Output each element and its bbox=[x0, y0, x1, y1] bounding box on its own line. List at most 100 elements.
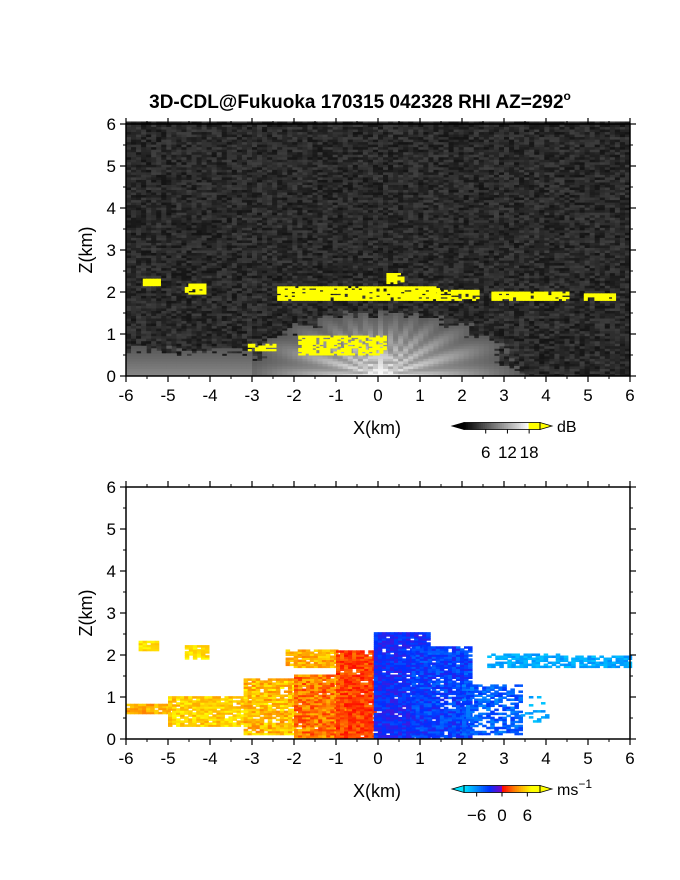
noise-cell bbox=[136, 129, 142, 133]
noise-cell bbox=[186, 315, 193, 319]
noise-cell bbox=[166, 166, 172, 170]
noise-cell bbox=[146, 348, 152, 352]
noise-cell bbox=[126, 275, 132, 279]
noise-cell bbox=[166, 139, 172, 143]
noise-cell bbox=[171, 328, 177, 332]
noise-cell bbox=[156, 275, 162, 279]
noise-cell bbox=[146, 161, 152, 165]
noise-cell bbox=[136, 161, 142, 165]
noise-cell bbox=[141, 310, 147, 314]
noise-cell bbox=[181, 315, 187, 319]
noise-cell bbox=[171, 295, 177, 299]
noise-cell bbox=[141, 325, 147, 329]
noise-cell bbox=[171, 232, 177, 236]
noise-cell bbox=[156, 159, 162, 163]
noise-cell bbox=[161, 310, 167, 314]
noise-cell bbox=[186, 179, 193, 183]
noise-cell bbox=[146, 151, 152, 155]
noise-cell bbox=[166, 131, 172, 135]
noise-cell bbox=[191, 224, 198, 228]
noise-cell bbox=[151, 134, 157, 138]
noise-cell bbox=[186, 232, 193, 236]
noise-cell bbox=[146, 146, 152, 150]
noise-cell bbox=[171, 292, 177, 296]
noise-cell bbox=[191, 219, 198, 223]
noise-cell bbox=[171, 179, 177, 183]
noise-cell bbox=[156, 184, 162, 188]
noise-cell bbox=[136, 239, 142, 243]
noise-cell bbox=[151, 285, 157, 289]
noise-cell bbox=[141, 297, 147, 301]
noise-cell bbox=[141, 134, 147, 138]
noise-cell bbox=[171, 144, 177, 148]
noise-cell bbox=[126, 255, 132, 259]
noise-cell bbox=[126, 302, 132, 306]
noise-cell bbox=[161, 141, 167, 145]
noise-cell bbox=[161, 207, 167, 211]
noise-cell bbox=[151, 121, 157, 125]
noise-cell bbox=[146, 310, 152, 314]
noise-cell bbox=[186, 207, 193, 211]
noise-cell bbox=[131, 146, 137, 150]
noise-cell bbox=[156, 149, 162, 153]
noise-cell bbox=[171, 171, 177, 175]
noise-cell bbox=[131, 287, 137, 291]
noise-cell bbox=[126, 270, 132, 274]
noise-cell bbox=[191, 252, 198, 256]
noise-cell bbox=[176, 131, 182, 135]
noise-cell bbox=[186, 141, 193, 145]
noise-cell bbox=[191, 275, 198, 279]
noise-cell bbox=[136, 257, 142, 261]
noise-cell bbox=[161, 154, 167, 158]
noise-cell bbox=[186, 219, 193, 223]
noise-cell bbox=[171, 227, 177, 231]
noise-cell bbox=[131, 247, 137, 251]
noise-cell bbox=[166, 229, 172, 233]
noise-cell bbox=[171, 277, 177, 281]
noise-cell bbox=[166, 307, 172, 311]
noise-cell bbox=[176, 323, 182, 327]
noise-cell bbox=[126, 338, 132, 342]
noise-cell bbox=[141, 318, 147, 322]
noise-cell bbox=[141, 265, 147, 269]
noise-cell bbox=[131, 134, 137, 138]
noise-cell bbox=[146, 325, 152, 329]
noise-cell bbox=[166, 141, 172, 145]
noise-cell bbox=[151, 184, 157, 188]
noise-cell bbox=[131, 302, 137, 306]
noise-cell bbox=[136, 237, 142, 241]
noise-cell bbox=[191, 338, 198, 342]
noise-cell bbox=[141, 161, 147, 165]
noise-cell bbox=[141, 131, 147, 135]
noise-cell bbox=[171, 315, 177, 319]
noise-cell bbox=[126, 212, 132, 216]
noise-cell bbox=[166, 126, 172, 130]
noise-cell bbox=[166, 313, 172, 317]
noise-cell bbox=[151, 207, 157, 211]
noise-cell bbox=[141, 129, 147, 133]
noise-cell bbox=[126, 310, 132, 314]
noise-cell bbox=[156, 164, 162, 168]
noise-cell bbox=[126, 295, 132, 299]
noise-cell bbox=[146, 179, 152, 183]
noise-cell bbox=[126, 121, 132, 125]
noise-cell bbox=[151, 151, 157, 155]
noise-cell bbox=[156, 315, 162, 319]
noise-cell bbox=[181, 199, 187, 203]
noise-cell bbox=[171, 214, 177, 218]
noise-cell bbox=[166, 290, 172, 294]
noise-cell bbox=[186, 151, 193, 155]
noise-cell bbox=[191, 272, 198, 276]
noise-cell bbox=[146, 295, 152, 299]
noise-cell bbox=[186, 333, 193, 337]
noise-cell bbox=[136, 176, 142, 180]
noise-cell bbox=[181, 333, 187, 337]
noise-cell bbox=[141, 234, 147, 238]
noise-cell bbox=[126, 134, 132, 138]
noise-cell bbox=[131, 300, 137, 304]
noise-cell bbox=[141, 343, 147, 347]
noise-cell bbox=[141, 222, 147, 226]
noise-cell bbox=[171, 192, 177, 196]
noise-cell bbox=[131, 229, 137, 233]
